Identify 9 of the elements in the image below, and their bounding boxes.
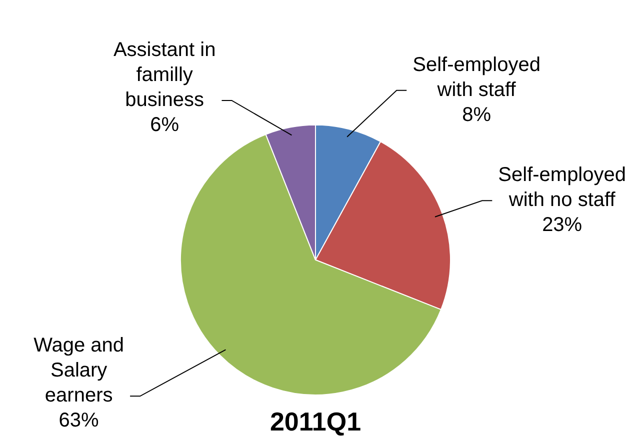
data-label: 8% [462,104,492,126]
slice-label: Wage and Salary earners [34,334,124,407]
data-label: 63% [58,410,100,432]
slice-label: Assistant in familly business [113,39,216,112]
data-label: 23% [542,214,582,236]
text: 2011Q1 [270,406,362,437]
slice-label: Self-employed with no staff [498,164,626,212]
data-label: 6% [150,114,180,136]
slice-label: Self-employed with staff [412,54,540,101]
